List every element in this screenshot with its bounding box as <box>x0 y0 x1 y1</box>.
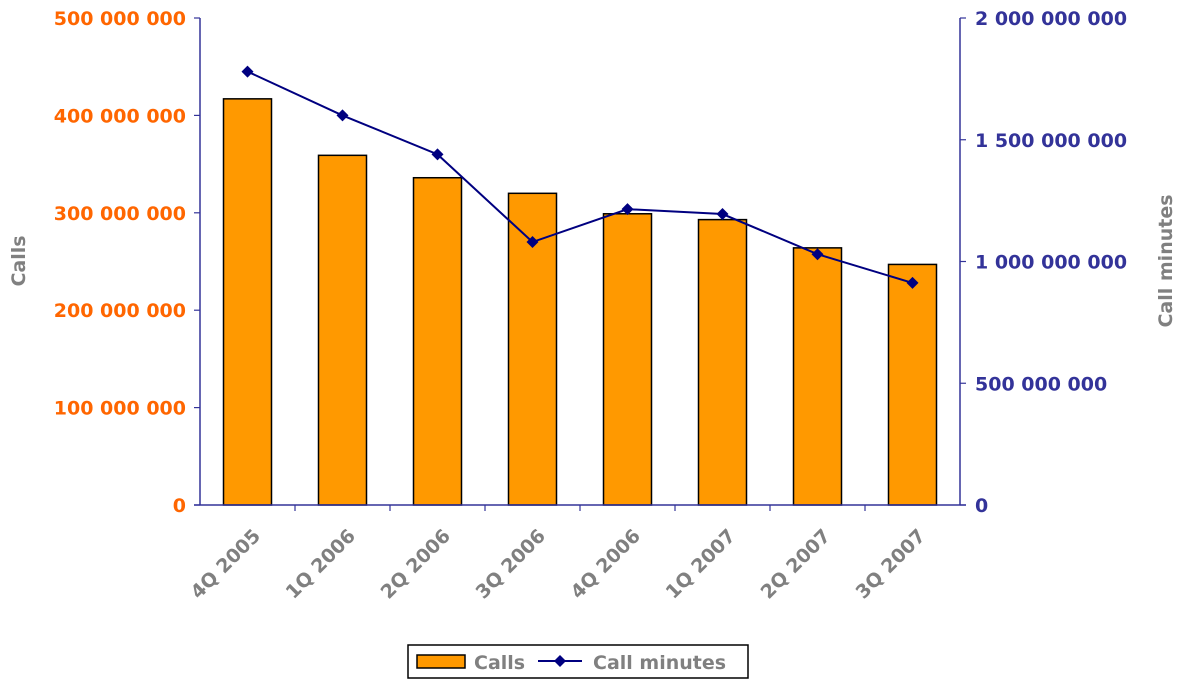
legend-marker-call-minutes <box>554 655 566 667</box>
y-tick-label: 100 000 000 <box>54 398 186 420</box>
y-tick-label: 300 000 000 <box>54 203 186 225</box>
legend-label-call-minutes: Call minutes <box>593 652 726 674</box>
x-tick-label: 4Q 2005 <box>187 525 265 603</box>
x-tick-label: 2Q 2007 <box>757 525 835 603</box>
y-axis-title: Calls <box>8 235 30 286</box>
bar-2q-2006 <box>412 176 463 506</box>
x-tick-label: 4Q 2006 <box>567 525 645 603</box>
line-group <box>241 65 919 289</box>
y-tick-label: 400 000 000 <box>54 105 186 127</box>
y2-tick-label: 1 000 000 000 <box>975 252 1127 274</box>
legend: Calls Call minutes <box>407 644 749 679</box>
point-call-minutes <box>811 248 824 261</box>
x-tick-label: 1Q 2007 <box>662 525 740 603</box>
bar-2q-2007 <box>792 247 843 506</box>
y-tick-label: 500 000 000 <box>54 8 186 30</box>
point-call-minutes <box>906 276 919 289</box>
legend-label-calls: Calls <box>474 652 525 674</box>
axes-group <box>194 17 966 511</box>
bar-1q-2007 <box>697 218 748 506</box>
bar-3q-2007 <box>887 263 938 506</box>
line-call-minutes <box>247 70 913 284</box>
y2-tick-label: 0 <box>975 495 988 517</box>
x-tick-label: 3Q 2007 <box>852 525 930 603</box>
point-call-minutes <box>716 208 729 221</box>
bar-4q-2006 <box>602 213 653 506</box>
y2-tick-label: 2 000 000 000 <box>975 8 1127 30</box>
point-call-minutes <box>336 109 349 122</box>
y2-tick-label: 1 500 000 000 <box>975 130 1127 152</box>
point-call-minutes <box>621 203 634 216</box>
point-call-minutes <box>241 65 254 78</box>
y2-axis-title: Call minutes <box>1155 194 1177 327</box>
x-tick-label: 2Q 2006 <box>377 525 455 603</box>
point-call-minutes <box>526 236 539 249</box>
y-tick-label: 0 <box>173 495 186 517</box>
tick-labels-group: 0 100 000 000 200 000 000 300 000 000 400 00… <box>54 8 1127 603</box>
bar-4q-2005 <box>222 98 273 506</box>
y2-tick-label: 500 000 000 <box>975 373 1107 395</box>
y-tick-label: 200 000 000 <box>54 300 186 322</box>
bar-1q-2006 <box>317 154 368 506</box>
x-tick-label: 3Q 2006 <box>472 525 550 603</box>
x-tick-label: 1Q 2006 <box>282 525 360 603</box>
bars-group <box>222 98 938 506</box>
point-call-minutes <box>431 148 444 161</box>
legend-swatch-calls <box>416 654 466 669</box>
